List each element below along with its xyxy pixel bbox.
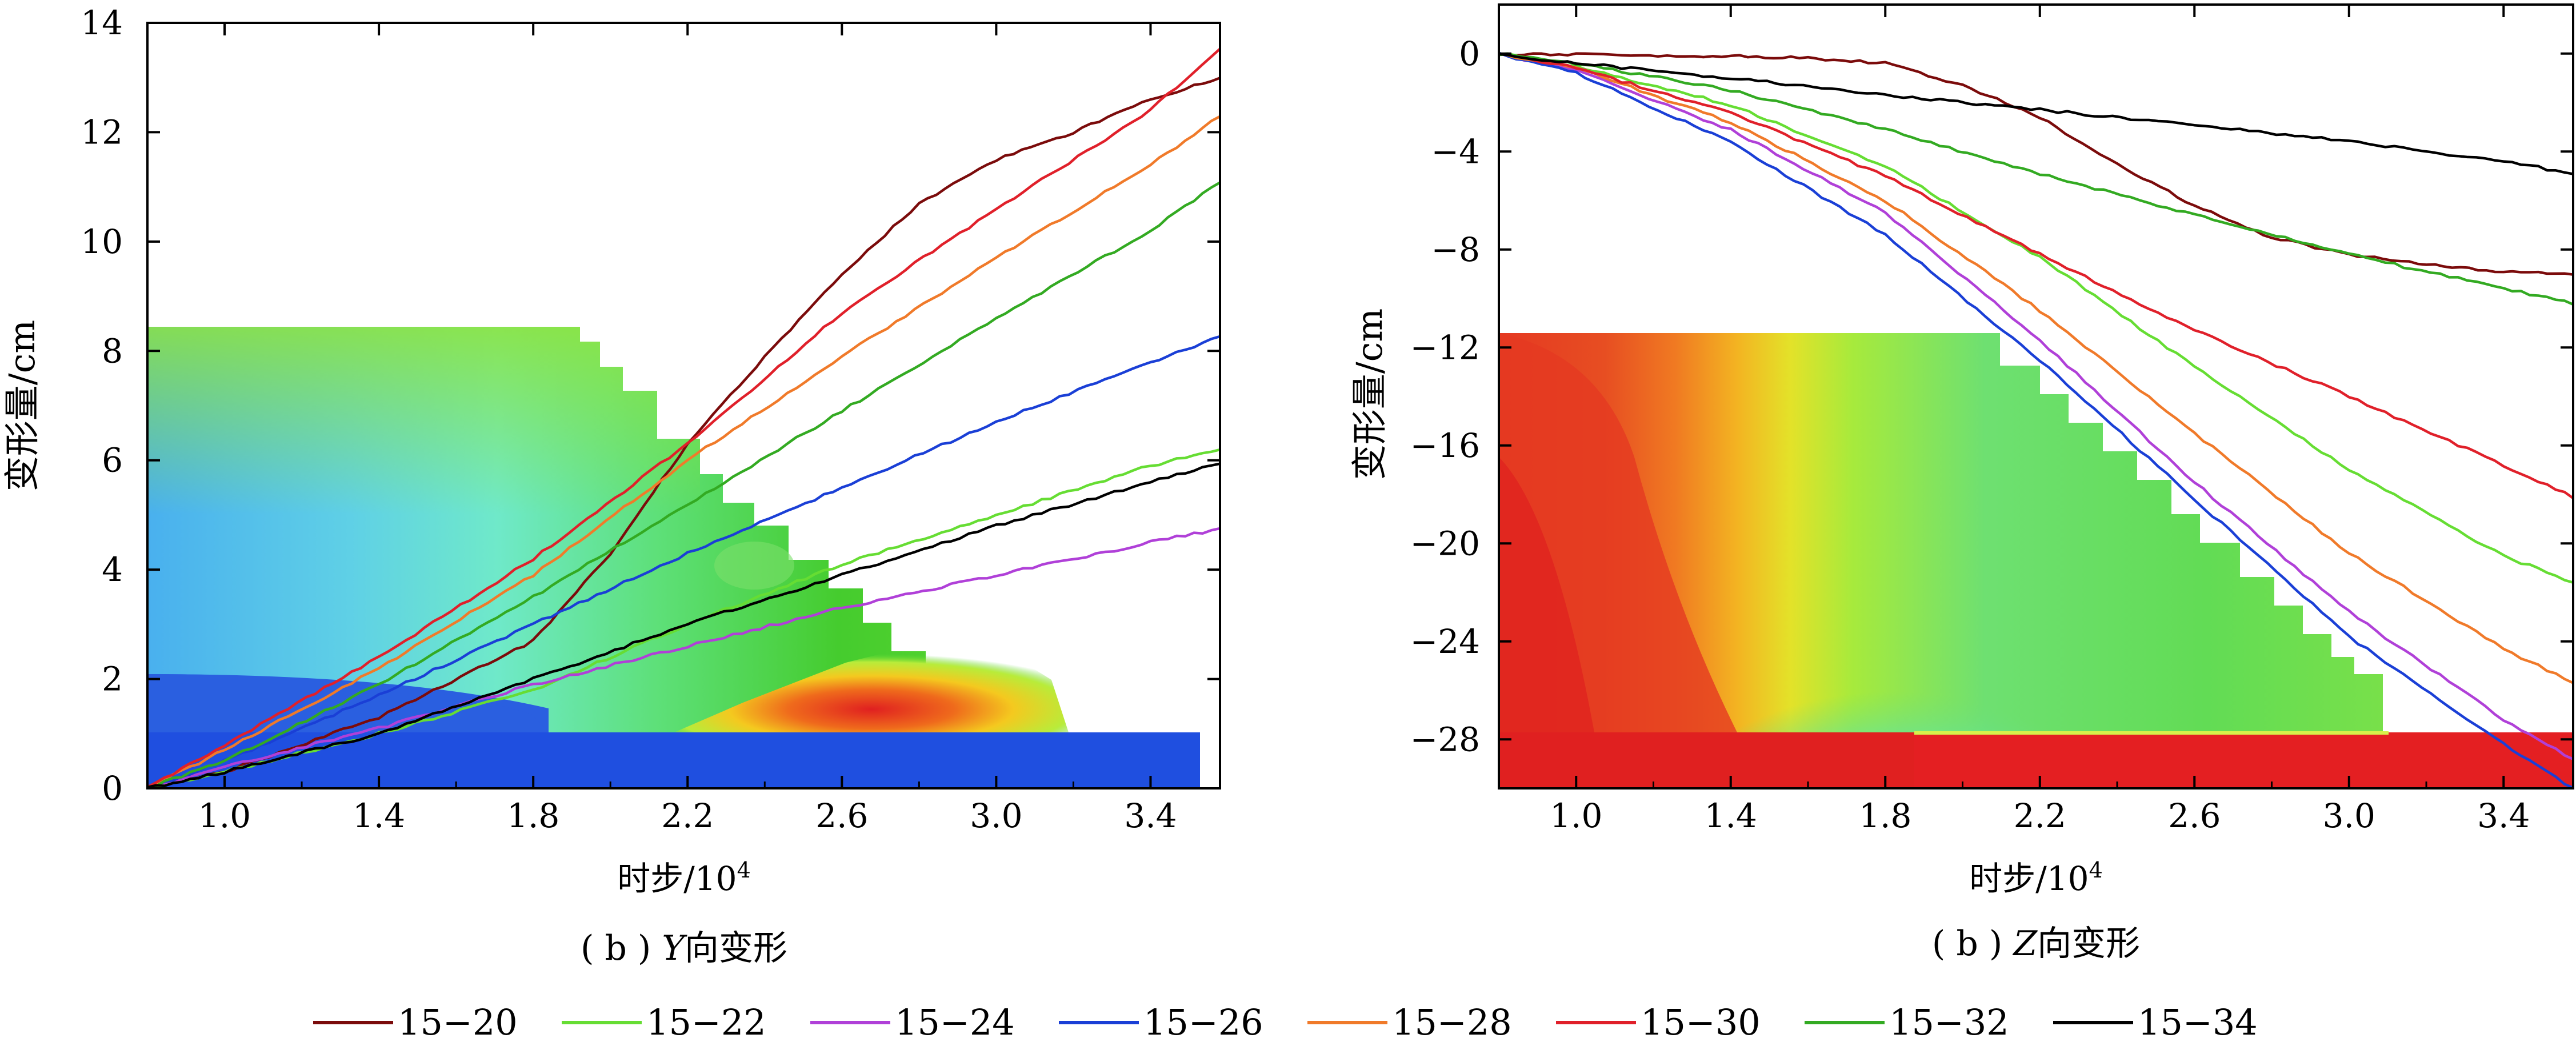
y-axis-label: 变形量/cm	[1, 320, 43, 491]
plot-frame	[1498, 3, 2574, 789]
y-tick-label: 0	[1459, 34, 1480, 73]
y-tick-label: 8	[102, 331, 123, 370]
series-line-15-20	[1499, 52, 2573, 276]
series-line-15-34	[147, 462, 1220, 788]
y-tick-label: 2	[102, 660, 123, 699]
y-tick-label: −20	[1410, 524, 1480, 563]
y-tick-label: 4	[102, 550, 123, 589]
x-tick-label: 1.4	[353, 796, 405, 835]
legend-item-15-28: 15−28	[1307, 1001, 1512, 1042]
x-tick-label: 3.0	[2323, 796, 2375, 835]
series-line-15-28	[147, 115, 1220, 788]
y-tick-label: 14	[81, 3, 123, 42]
x-tick-label: 2.2	[661, 796, 714, 835]
legend-item-15-26: 15−26	[1059, 1001, 1263, 1042]
legend: 15−20 15−22 15−24 15−26 15−28 15−30 15−32 15−34	[313, 1001, 2258, 1042]
chart-title: ( b ) Z向变形	[1932, 924, 2140, 964]
y-tick-label: 12	[81, 113, 123, 151]
series-line-15-24	[147, 527, 1220, 788]
x-tick-label: 1.0	[1550, 796, 1602, 835]
y-tick-label: −24	[1410, 622, 1480, 661]
legend-item-15-32: 15−32	[1805, 1001, 2009, 1042]
series-line-15-30	[1499, 53, 2573, 499]
contour-background	[1499, 333, 2573, 788]
x-axis-label: 时步/104	[617, 857, 751, 898]
contour-background	[147, 327, 1200, 788]
x-axis-label: 时步/104	[1969, 857, 2103, 898]
y-tick-label: −28	[1410, 720, 1480, 759]
legend-label: 15−32	[1889, 1001, 2009, 1040]
legend-label: 15−34	[2138, 1001, 2258, 1040]
series-lines	[1499, 51, 2573, 788]
z-deformation-chart: 1.0 1.4 1.8 2.2 2.6 3.0 3.4 0 −4 −8 −12 −16 −20 −24 −…	[1349, 3, 2574, 964]
x-tick-label: 1.0	[198, 796, 251, 835]
y-tick-label: −12	[1410, 328, 1480, 367]
chart-title: ( b ) Y向变形	[581, 928, 787, 968]
series-lines	[147, 47, 1220, 788]
legend-item-15-22: 15−22	[562, 1001, 766, 1042]
x-tick-label: 3.4	[1124, 796, 1177, 835]
legend-item-15-34: 15−34	[2053, 1001, 2258, 1042]
series-line-15-24	[1499, 52, 2573, 760]
legend-label: 15−24	[895, 1001, 1015, 1040]
x-tick-label: 2.6	[815, 796, 868, 835]
series-line-15-30	[147, 47, 1220, 788]
legend-item-15-30: 15−30	[1556, 1001, 1761, 1042]
y-axis-label: 变形量/cm	[1349, 308, 1390, 480]
x-tick-label: 3.4	[2477, 796, 2530, 835]
x-axis-ticks: 1.0 1.4 1.8 2.2 2.6 3.0 3.4	[1550, 5, 2530, 835]
y-tick-label: −8	[1431, 230, 1481, 269]
y-deformation-chart: 1.0 1.4 1.8 2.2 2.6 3.0 3.4 0 2 4 6 8 10 12 14 时步/104…	[1, 3, 1221, 968]
series-line-15-26	[1499, 51, 2573, 788]
x-axis-ticks: 1.0 1.4 1.8 2.2 2.6 3.0 3.4	[198, 23, 1177, 835]
series-line-15-26	[147, 335, 1220, 788]
y-tick-label: 10	[81, 222, 123, 261]
series-line-15-28	[1499, 52, 2573, 684]
series-line-15-22	[1499, 52, 2573, 584]
y-tick-label: −4	[1431, 132, 1481, 171]
y-axis-ticks: 0 −4 −8 −12 −16 −20 −24 −28	[1410, 34, 2573, 759]
x-tick-label: 1.8	[1859, 796, 1911, 835]
legend-item-15-20: 15−20	[313, 1001, 518, 1042]
series-line-15-34	[1499, 53, 2573, 175]
legend-label: 15−30	[1641, 1001, 1761, 1040]
x-tick-label: 2.2	[2014, 796, 2066, 835]
x-tick-label: 1.8	[507, 796, 559, 835]
legend-label: 15−22	[646, 1001, 766, 1040]
x-tick-label: 1.4	[1705, 796, 1757, 835]
series-line-15-32	[1499, 53, 2573, 306]
legend-label: 15−26	[1143, 1001, 1263, 1040]
legend-item-15-24: 15−24	[810, 1001, 1015, 1042]
series-line-15-32	[147, 181, 1220, 788]
plot-frame	[146, 22, 1221, 789]
legend-label: 15−20	[398, 1001, 518, 1040]
x-tick-label: 2.6	[2168, 796, 2221, 835]
y-axis-ticks: 0 2 4 6 8 10 12 14	[81, 3, 1220, 808]
y-tick-label: 6	[102, 441, 123, 480]
y-tick-label: −16	[1410, 426, 1480, 465]
legend-label: 15−28	[1392, 1001, 1512, 1040]
y-tick-label: 0	[102, 769, 123, 808]
x-tick-label: 3.0	[970, 796, 1022, 835]
